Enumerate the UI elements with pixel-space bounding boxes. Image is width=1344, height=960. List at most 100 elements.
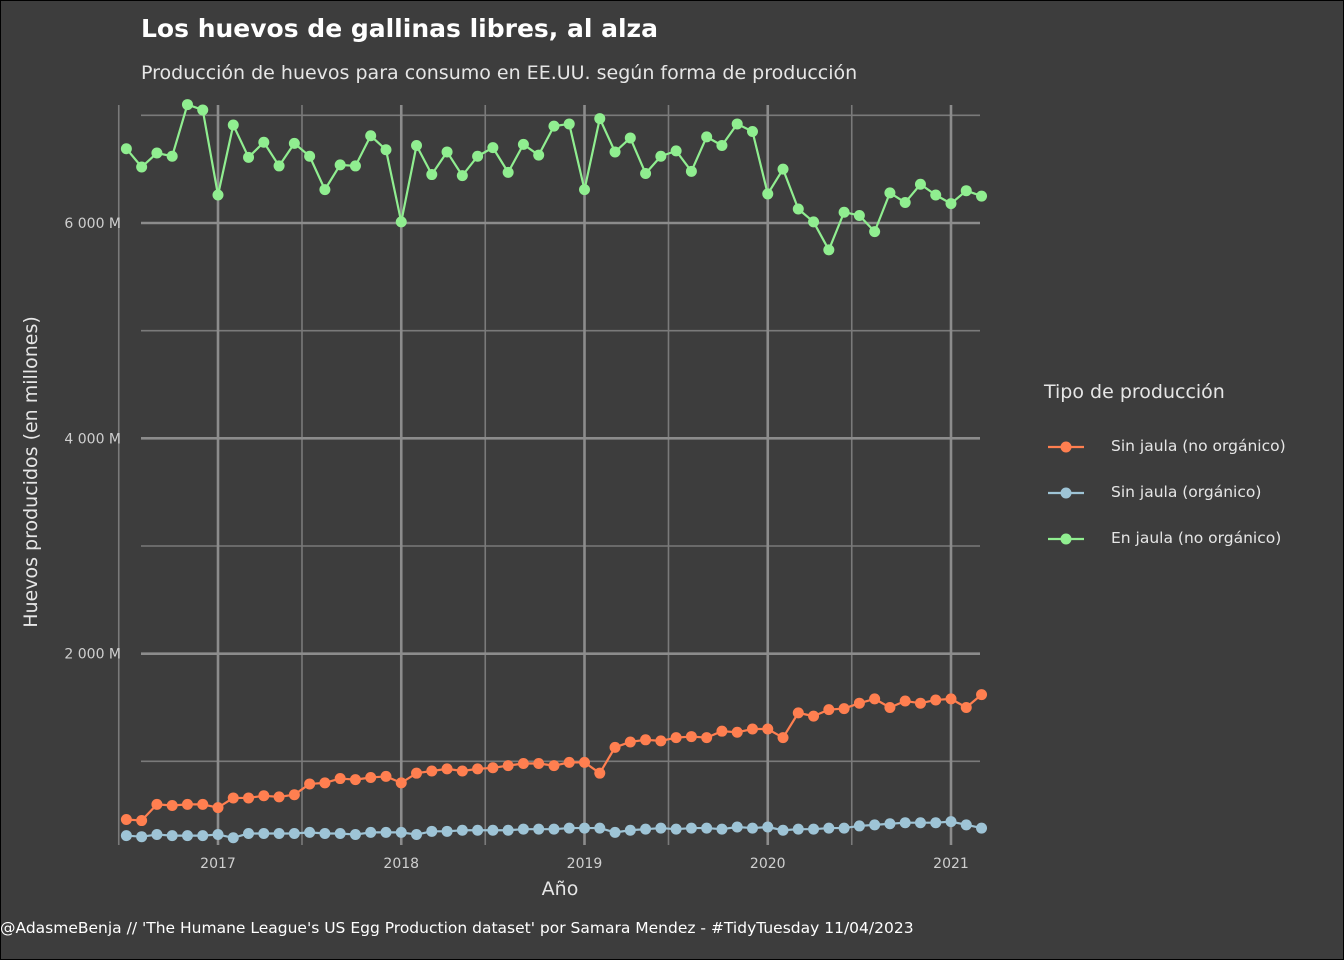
data-point bbox=[273, 827, 285, 839]
data-point bbox=[670, 145, 682, 157]
legend-title: Tipo de producción bbox=[1044, 381, 1225, 403]
data-point bbox=[151, 829, 163, 841]
data-point bbox=[914, 817, 926, 829]
data-point bbox=[609, 826, 621, 838]
data-point bbox=[838, 206, 850, 218]
data-point bbox=[624, 824, 636, 836]
data-point bbox=[960, 702, 972, 713]
data-point bbox=[487, 824, 499, 836]
x-axis-ticks: 2017 2018 2019 2020 2021 bbox=[200, 856, 969, 872]
data-point bbox=[456, 765, 468, 777]
data-point bbox=[319, 777, 331, 789]
legend-key-icon bbox=[1048, 533, 1084, 545]
data-point bbox=[884, 187, 896, 199]
data-point bbox=[685, 822, 697, 834]
data-point bbox=[716, 823, 728, 835]
data-point bbox=[349, 160, 361, 172]
data-point bbox=[808, 823, 820, 835]
data-point bbox=[777, 824, 789, 836]
data-point bbox=[517, 757, 529, 769]
data-point bbox=[120, 830, 132, 842]
data-point bbox=[716, 139, 728, 151]
data-point bbox=[548, 760, 560, 772]
data-point bbox=[197, 798, 209, 810]
data-point bbox=[227, 119, 239, 131]
x-tick-label: 2021 bbox=[933, 856, 969, 872]
data-point bbox=[701, 822, 713, 834]
data-point bbox=[288, 827, 300, 839]
data-point bbox=[853, 209, 865, 221]
data-point bbox=[365, 130, 377, 142]
y-axis-ticks: 2 000 M 4 000 M 6 000 M bbox=[64, 216, 121, 663]
data-point bbox=[548, 120, 560, 132]
data-point bbox=[701, 131, 713, 143]
data-point bbox=[227, 792, 239, 804]
y-tick-label: 2 000 M bbox=[64, 647, 121, 663]
data-point bbox=[212, 189, 224, 201]
data-point bbox=[762, 723, 774, 735]
data-point bbox=[746, 125, 758, 137]
data-point bbox=[960, 185, 972, 197]
data-point bbox=[594, 822, 606, 834]
data-point bbox=[533, 823, 545, 835]
data-point bbox=[746, 822, 758, 834]
data-point bbox=[136, 161, 148, 173]
data-point bbox=[166, 150, 178, 162]
data-point bbox=[976, 190, 988, 202]
data-point bbox=[395, 216, 407, 228]
data-point bbox=[685, 165, 697, 177]
x-tick-label: 2020 bbox=[750, 856, 786, 872]
data-point bbox=[624, 132, 636, 144]
data-point bbox=[945, 816, 957, 828]
data-point bbox=[731, 118, 743, 130]
data-point bbox=[365, 771, 377, 783]
data-point bbox=[136, 831, 148, 843]
data-point bbox=[884, 702, 896, 713]
data-point bbox=[136, 815, 148, 827]
data-point bbox=[380, 826, 392, 838]
data-point bbox=[472, 763, 484, 775]
data-point bbox=[212, 802, 224, 814]
data-point bbox=[166, 799, 178, 811]
data-point bbox=[701, 732, 713, 744]
data-point bbox=[304, 826, 316, 838]
data-point bbox=[945, 693, 957, 705]
data-point bbox=[609, 741, 621, 753]
data-point bbox=[655, 735, 667, 747]
data-point bbox=[914, 178, 926, 190]
legend-item-sin-jaula-organico: Sin jaula (orgánico) bbox=[1046, 481, 1336, 505]
data-point bbox=[258, 136, 270, 148]
data-point bbox=[502, 166, 514, 178]
data-point bbox=[243, 827, 255, 839]
data-point bbox=[456, 170, 468, 182]
data-point bbox=[273, 160, 285, 172]
data-point bbox=[533, 149, 545, 161]
data-point bbox=[960, 819, 972, 831]
legend-key-point bbox=[1060, 533, 1072, 545]
y-tick-label: 6 000 M bbox=[64, 216, 121, 232]
y-tick-label: 4 000 M bbox=[64, 431, 121, 447]
data-point bbox=[777, 732, 789, 744]
data-point bbox=[579, 184, 590, 196]
x-tick-label: 2019 bbox=[567, 856, 603, 872]
data-point bbox=[304, 150, 316, 162]
legend-key-icon bbox=[1048, 487, 1084, 499]
y-axis-label: Huevos producidos (en millones) bbox=[20, 316, 42, 628]
data-point bbox=[792, 203, 804, 215]
data-point bbox=[487, 762, 499, 774]
data-point bbox=[349, 829, 361, 841]
data-point bbox=[731, 726, 743, 738]
data-point bbox=[288, 137, 300, 149]
series-line-0 bbox=[126, 693, 983, 822]
data-point bbox=[319, 184, 331, 196]
data-point bbox=[426, 825, 438, 837]
data-point bbox=[777, 163, 789, 175]
data-point bbox=[899, 817, 911, 829]
data-point bbox=[976, 822, 988, 834]
minor-gridlines bbox=[117, 105, 980, 845]
data-point bbox=[472, 824, 484, 836]
data-point bbox=[869, 693, 881, 705]
data-point bbox=[762, 821, 774, 833]
data-point bbox=[456, 824, 468, 836]
data-point bbox=[411, 767, 423, 779]
